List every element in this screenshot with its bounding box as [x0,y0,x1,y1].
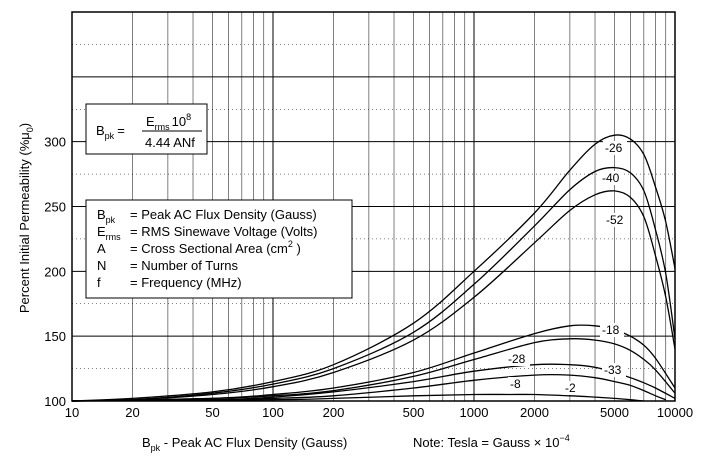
y-tick-label: 250 [44,200,66,215]
x-tick-label: 100 [262,405,284,420]
note-label: Note: Tesla = Gauss × 10−4 [413,433,570,450]
legend-description: = RMS Sinewave Voltage (Volts) [130,224,318,239]
x-tick-label: 5000 [600,405,629,420]
y-tick-label: 150 [44,329,66,344]
x-tick-label: 20 [125,405,139,420]
formula-box-frame [85,103,208,155]
legend-box-frame [85,199,353,299]
y-axis-label: Percent Initial Permeability (%μ0) [17,123,35,313]
legend-symbol: A [97,241,106,256]
x-tick-label: 1000 [460,405,489,420]
x-tick-label: 50 [205,405,219,420]
plot-border [71,11,676,402]
formula-denominator: 4.44 ANf [145,135,195,150]
series-line-minus52 [71,190,676,402]
y-tick-label: 300 [44,135,66,150]
x-tick-label: 500 [403,405,425,420]
series-label-minus40: -40 [602,171,620,185]
series-label-minus52: -52 [606,213,624,227]
series-line-minus33 [71,363,676,402]
series-label-minus28: -28 [508,352,526,366]
plot-frame [71,11,676,402]
series-label-backdrop [600,323,624,337]
y-tick-label: 200 [44,264,66,279]
series-label-backdrop [603,141,627,155]
series-line-minus28 [71,338,676,402]
x-tick-label: 10000 [657,405,693,420]
legend-description: = Number of Turns [130,258,239,273]
series-label-minus2: -2 [565,381,576,395]
formula-lhs: Bpk = [96,123,125,141]
legend-symbol: Erms [97,224,121,242]
legend-symbol: f [97,275,101,290]
legend-symbol: N [97,258,106,273]
series-label-minus18: -18 [602,323,620,337]
legend-box: Bpk = Peak AC Flux Density (Gauss) Erms = R… [85,199,353,299]
x-tick-label: 2000 [520,405,549,420]
series-label-minus8: -8 [510,377,521,391]
series-label-backdrop [600,171,624,185]
x-tick-label: 10 [65,405,79,420]
series-label-backdrop [563,381,579,395]
series-line-minus26 [71,134,676,402]
series-label-minus33: -33 [604,363,622,377]
series-label-backdrop [604,213,628,227]
legend-description: = Frequency (MHz) [130,275,242,290]
series-line-minus40 [71,166,676,402]
x-axis-label: Bpk - Peak AC Flux Density (Gauss) [142,435,347,453]
series-line-minus2 [71,393,644,402]
legend-description: = Cross Sectional Area (cm2 ) [130,239,301,256]
legend-symbol: Bpk [97,207,116,225]
series-label-minus26: -26 [605,141,623,155]
series-line-minus8 [71,373,667,402]
legend-lines: Bpk = Peak AC Flux Density (Gauss) Erms = R… [97,207,318,290]
series-line-minus18 [71,324,676,402]
formula-box: Bpk = Erms 108 4.44 ANf [85,103,208,155]
y-tick-label: 100 [44,394,66,409]
x-tick-label: 200 [323,405,345,420]
tick-labels: 10 20 50 100 200 500 1000 2000 5000 10000 100 150 20… [44,135,693,420]
series-label-backdrop [602,363,626,377]
legend-description: = Peak AC Flux Density (Gauss) [130,207,317,222]
series-label-backdrop [506,352,530,366]
series-layer: -26 -40 -52 -18 -28 -33 -8 -2 [71,134,676,402]
series-label-backdrop [508,377,524,391]
formula-numerator: Erms 108 [146,112,191,132]
